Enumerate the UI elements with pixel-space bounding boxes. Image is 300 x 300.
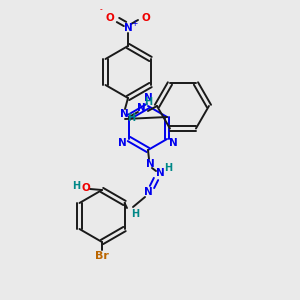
Text: N: N	[118, 138, 127, 148]
Text: N: N	[169, 138, 178, 148]
Text: O: O	[142, 13, 150, 23]
Text: H: H	[72, 181, 80, 191]
Text: O: O	[82, 183, 90, 193]
Text: -: -	[100, 5, 102, 14]
Text: O: O	[106, 13, 114, 23]
Text: N: N	[144, 187, 152, 197]
Text: H: H	[131, 209, 139, 219]
Text: N: N	[120, 109, 128, 119]
Text: N: N	[146, 159, 154, 169]
Text: N: N	[156, 168, 164, 178]
Text: N: N	[136, 103, 145, 113]
Text: Br: Br	[95, 251, 109, 261]
Text: H: H	[127, 113, 135, 123]
Text: N: N	[144, 93, 152, 103]
Text: H: H	[144, 97, 152, 107]
Text: +: +	[131, 19, 137, 28]
Text: N: N	[124, 23, 132, 33]
Text: H: H	[164, 163, 172, 173]
